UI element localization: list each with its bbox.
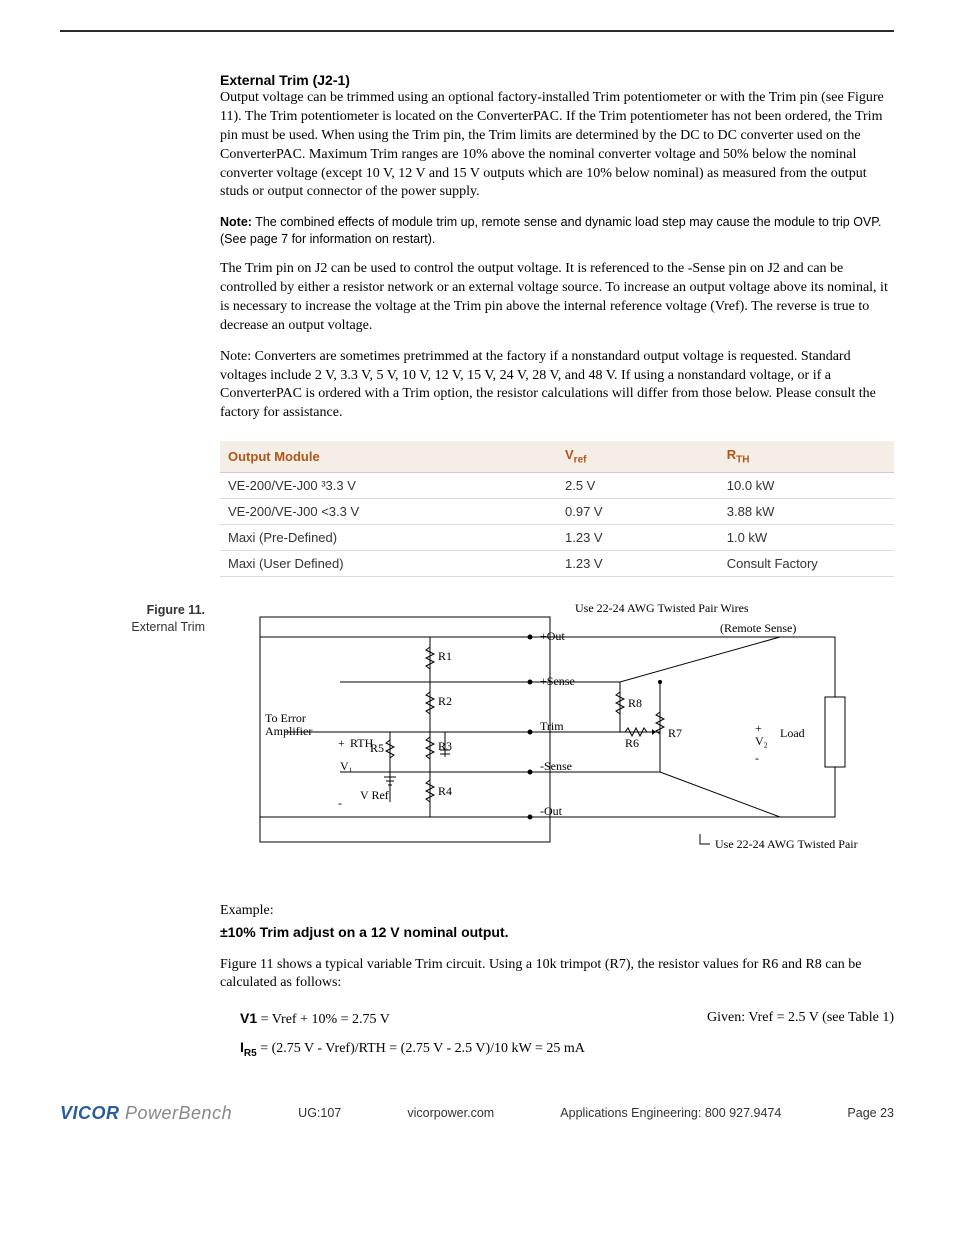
cell: 3.88 kW [719, 498, 894, 524]
equations: V1 = Vref + 10% = 2.75 V Given: Vref = 2… [240, 1005, 894, 1062]
para-2: The Trim pin on J2 can be used to contro… [220, 260, 894, 336]
svg-text:Trim: Trim [540, 719, 564, 733]
svg-text:Load: Load [780, 726, 805, 740]
output-module-table: Output Module Vref RTH VE-200/VE-J00 ³3.… [220, 441, 894, 577]
table-row: Maxi (Pre-Defined) 1.23 V 1.0 kW [220, 524, 894, 550]
eq1-rest: = Vref + 10% = 2.75 V [257, 1012, 390, 1027]
brand-sub: PowerBench [120, 1103, 233, 1123]
doc-id: UG:107 [298, 1106, 341, 1120]
svg-text:V Ref: V Ref [360, 788, 389, 802]
figure-caption: Figure 11. External Trim [60, 602, 220, 877]
cell: Consult Factory [719, 550, 894, 576]
cell: VE-200/VE-J00 ³3.3 V [220, 472, 557, 498]
cell: 1.0 kW [719, 524, 894, 550]
cell: 10.0 kW [719, 472, 894, 498]
site: vicorpower.com [407, 1106, 494, 1120]
svg-text:R7: R7 [668, 726, 682, 740]
svg-text:-Out: -Out [540, 804, 563, 818]
page-footer: VICOR PowerBench UG:107 vicorpower.com A… [60, 1103, 894, 1124]
note-label: Note: [220, 215, 252, 229]
svg-text:+: + [338, 736, 345, 750]
cell: Maxi (User Defined) [220, 550, 557, 576]
example-title: ±10% Trim adjust on a 12 V nominal outpu… [220, 923, 894, 942]
eq2-rest: = (2.75 V - Vref)/RTH = (2.75 V - 2.5 V)… [257, 1041, 585, 1056]
contact: Applications Engineering: 800 927.9474 [560, 1106, 781, 1120]
svg-text:+Out: +Out [540, 629, 565, 643]
svg-text:+Sense: +Sense [540, 674, 575, 688]
eq-1: V1 = Vref + 10% = 2.75 V Given: Vref = 2… [240, 1005, 894, 1034]
svg-text:Use 22-24 AWG Twisted Pair Wir: Use 22-24 AWG Twisted Pair Wires [715, 837, 860, 851]
svg-text:R5: R5 [370, 741, 384, 755]
table-row: VE-200/VE-J00 <3.3 V 0.97 V 3.88 kW [220, 498, 894, 524]
page-number: Page 23 [847, 1106, 894, 1120]
cell: VE-200/VE-J00 <3.3 V [220, 498, 557, 524]
svg-text:-Sense: -Sense [540, 759, 572, 773]
note-text: The combined effects of module trim up, … [220, 215, 881, 246]
figure-11-row: Figure 11. External Trim R1 R2 R3 [60, 602, 894, 877]
top-rule [60, 30, 894, 32]
svg-text:V₁: V₁ [340, 759, 353, 773]
para-3: Note: Converters are sometimes pretrimme… [220, 348, 894, 424]
col-vref: Vref [557, 441, 719, 472]
svg-text:-: - [755, 751, 759, 765]
brand-logo: VICOR PowerBench [60, 1103, 232, 1124]
svg-text:To Error: To Error [265, 711, 306, 725]
svg-text:R8: R8 [628, 696, 642, 710]
example-block: Example: ±10% Trim adjust on a 12 V nomi… [220, 902, 894, 1063]
figure-number: Figure 11. [147, 603, 205, 617]
eq1-given: Given: Vref = 2.5 V (see Table 1) [707, 1005, 894, 1034]
svg-text:R6: R6 [625, 736, 639, 750]
svg-text:R1: R1 [438, 649, 452, 663]
svg-text:V₂: V₂ [755, 734, 768, 748]
figure-title: External Trim [131, 620, 205, 634]
body-column: External Trim (J2-1) Output voltage can … [220, 72, 894, 577]
cell: 2.5 V [557, 472, 719, 498]
svg-text:R2: R2 [438, 694, 452, 708]
svg-text:Use 22-24 AWG Twisted Pair Wir: Use 22-24 AWG Twisted Pair Wires [575, 602, 749, 615]
col-rth: RTH [719, 441, 894, 472]
cell: Maxi (Pre-Defined) [220, 524, 557, 550]
cell: 1.23 V [557, 550, 719, 576]
eq-2: IR5 = (2.75 V - Vref)/RTH = (2.75 V - 2.… [240, 1034, 894, 1063]
svg-text:Amplifier: Amplifier [265, 724, 312, 738]
svg-text:+: + [755, 721, 762, 735]
para-1: Output voltage can be trimmed using an o… [220, 89, 894, 202]
brand-name: VICOR [60, 1103, 120, 1123]
table-header-row: Output Module Vref RTH [220, 441, 894, 472]
section-heading: External Trim (J2-1) [220, 72, 894, 88]
example-label: Example: [220, 902, 894, 921]
svg-text:(Remote Sense): (Remote Sense) [720, 621, 796, 635]
cell: 1.23 V [557, 524, 719, 550]
figure-11-diagram: R1 R2 R3 R4 To Error Amplifier + RTH R5 … [220, 602, 894, 877]
note-para: Note: The combined effects of module tri… [220, 214, 894, 248]
svg-text:R4: R4 [438, 784, 452, 798]
svg-text:-: - [338, 796, 342, 810]
table-row: Maxi (User Defined) 1.23 V Consult Facto… [220, 550, 894, 576]
eq1-lhs: V1 [240, 1010, 257, 1026]
col-module: Output Module [220, 441, 557, 472]
table-row: VE-200/VE-J00 ³3.3 V 2.5 V 10.0 kW [220, 472, 894, 498]
example-para: Figure 11 shows a typical variable Trim … [220, 956, 894, 994]
cell: 0.97 V [557, 498, 719, 524]
eq2-sub: R5 [244, 1048, 257, 1059]
